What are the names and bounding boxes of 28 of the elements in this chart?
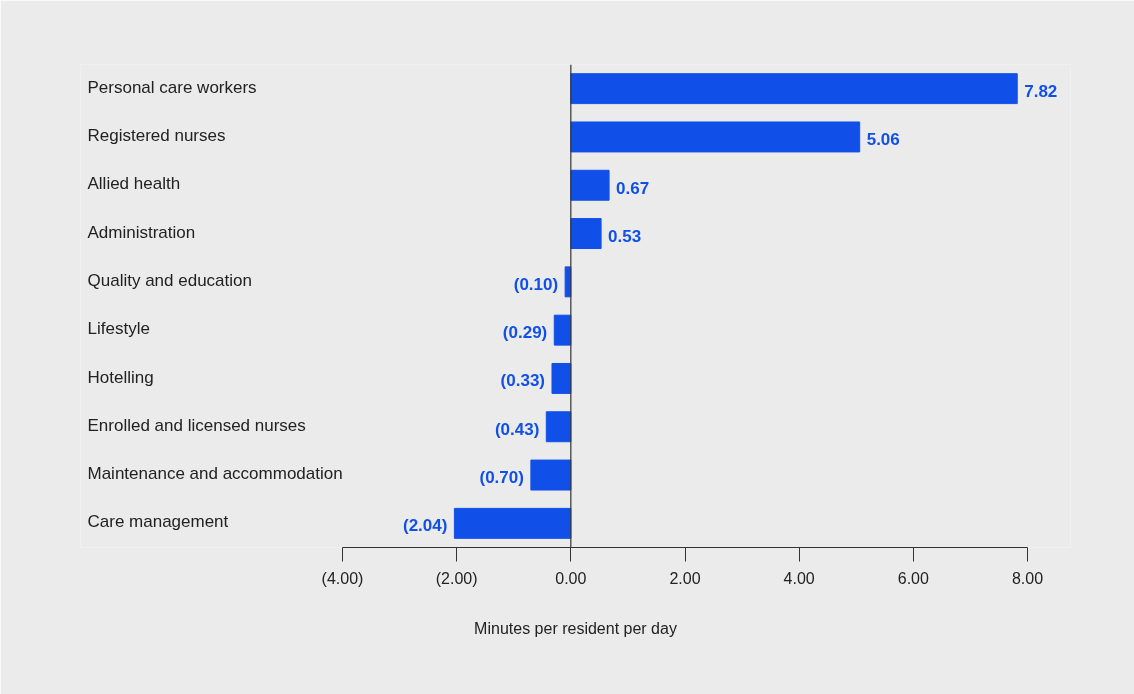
y-tick-label: Enrolled and licensed nurses bbox=[87, 415, 306, 435]
y-tick-label: Quality and education bbox=[87, 270, 252, 290]
x-tick-label: (4.00) bbox=[321, 569, 364, 587]
y-tick-label: Care management bbox=[87, 512, 229, 532]
x-tick-label: 8.00 bbox=[1011, 569, 1044, 587]
x-tick-label: 0.00 bbox=[555, 569, 587, 587]
data-label: 7.82 bbox=[1024, 82, 1058, 102]
data-label: 5.06 bbox=[866, 130, 900, 150]
x-tick-label: 2.00 bbox=[669, 569, 701, 587]
y-tick-label: Allied health bbox=[87, 174, 181, 194]
data-label: (0.29) bbox=[502, 323, 548, 343]
data-label: (0.10) bbox=[513, 274, 559, 294]
data-label: (0.70) bbox=[479, 467, 524, 487]
x-tick-label: 4.00 bbox=[783, 569, 815, 587]
y-tick-label: Registered nurses bbox=[87, 126, 226, 145]
y-tick-label: Maintenance and accommodation bbox=[87, 464, 343, 484]
data-label: 0.67 bbox=[616, 178, 650, 198]
data-label: (2.04) bbox=[402, 516, 448, 536]
x-axis-title: Minutes per resident per day bbox=[474, 619, 677, 637]
y-tick-label: Lifestyle bbox=[87, 319, 150, 339]
data-label: (0.43) bbox=[494, 419, 540, 439]
data-label: 0.53 bbox=[608, 226, 642, 246]
y-tick-label: Hotelling bbox=[87, 367, 154, 387]
x-tick-label: (2.00) bbox=[435, 569, 478, 587]
y-tick-label: Administration bbox=[87, 222, 196, 242]
x-tick-label: 6.00 bbox=[897, 569, 930, 587]
y-tick-label: Personal care workers bbox=[87, 77, 257, 97]
data-label: (0.33) bbox=[500, 371, 546, 391]
